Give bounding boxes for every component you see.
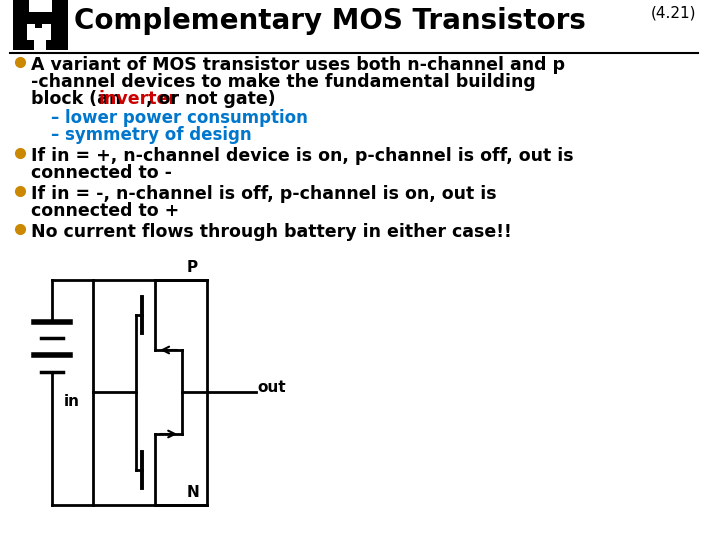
Text: , or not gate): , or not gate)	[145, 90, 275, 108]
Text: out: out	[258, 381, 287, 395]
Bar	[42, 24, 51, 40]
Bar	[13, 0, 29, 50]
Text: connected to +: connected to +	[32, 202, 180, 220]
Text: A variant of MOS transistor uses both n-channel and p: A variant of MOS transistor uses both n-…	[32, 56, 565, 74]
Text: – symmetry of design: – symmetry of design	[51, 126, 252, 144]
Bar	[35, 28, 46, 50]
Text: N: N	[186, 485, 199, 500]
Text: P: P	[186, 260, 198, 275]
Text: If in = -, n-channel is off, p-channel is on, out is: If in = -, n-channel is off, p-channel i…	[32, 185, 497, 203]
Bar	[14, 12, 66, 50]
Bar	[27, 24, 35, 40]
Text: – lower power consumption: – lower power consumption	[51, 109, 308, 127]
Text: Complementary MOS Transistors: Complementary MOS Transistors	[73, 7, 585, 35]
Bar	[52, 0, 68, 50]
Text: -channel devices to make the fundamental building: -channel devices to make the fundamental…	[32, 73, 536, 91]
Text: block (an: block (an	[32, 90, 127, 108]
Text: If in = +, n-channel device is on, p-channel is off, out is: If in = +, n-channel device is on, p-cha…	[32, 147, 574, 165]
Text: inverter: inverter	[99, 90, 177, 108]
Text: in: in	[64, 394, 80, 409]
Text: No current flows through battery in either case!!: No current flows through battery in eith…	[32, 223, 512, 241]
Text: connected to -: connected to -	[32, 164, 173, 182]
Text: (4.21): (4.21)	[651, 5, 696, 20]
